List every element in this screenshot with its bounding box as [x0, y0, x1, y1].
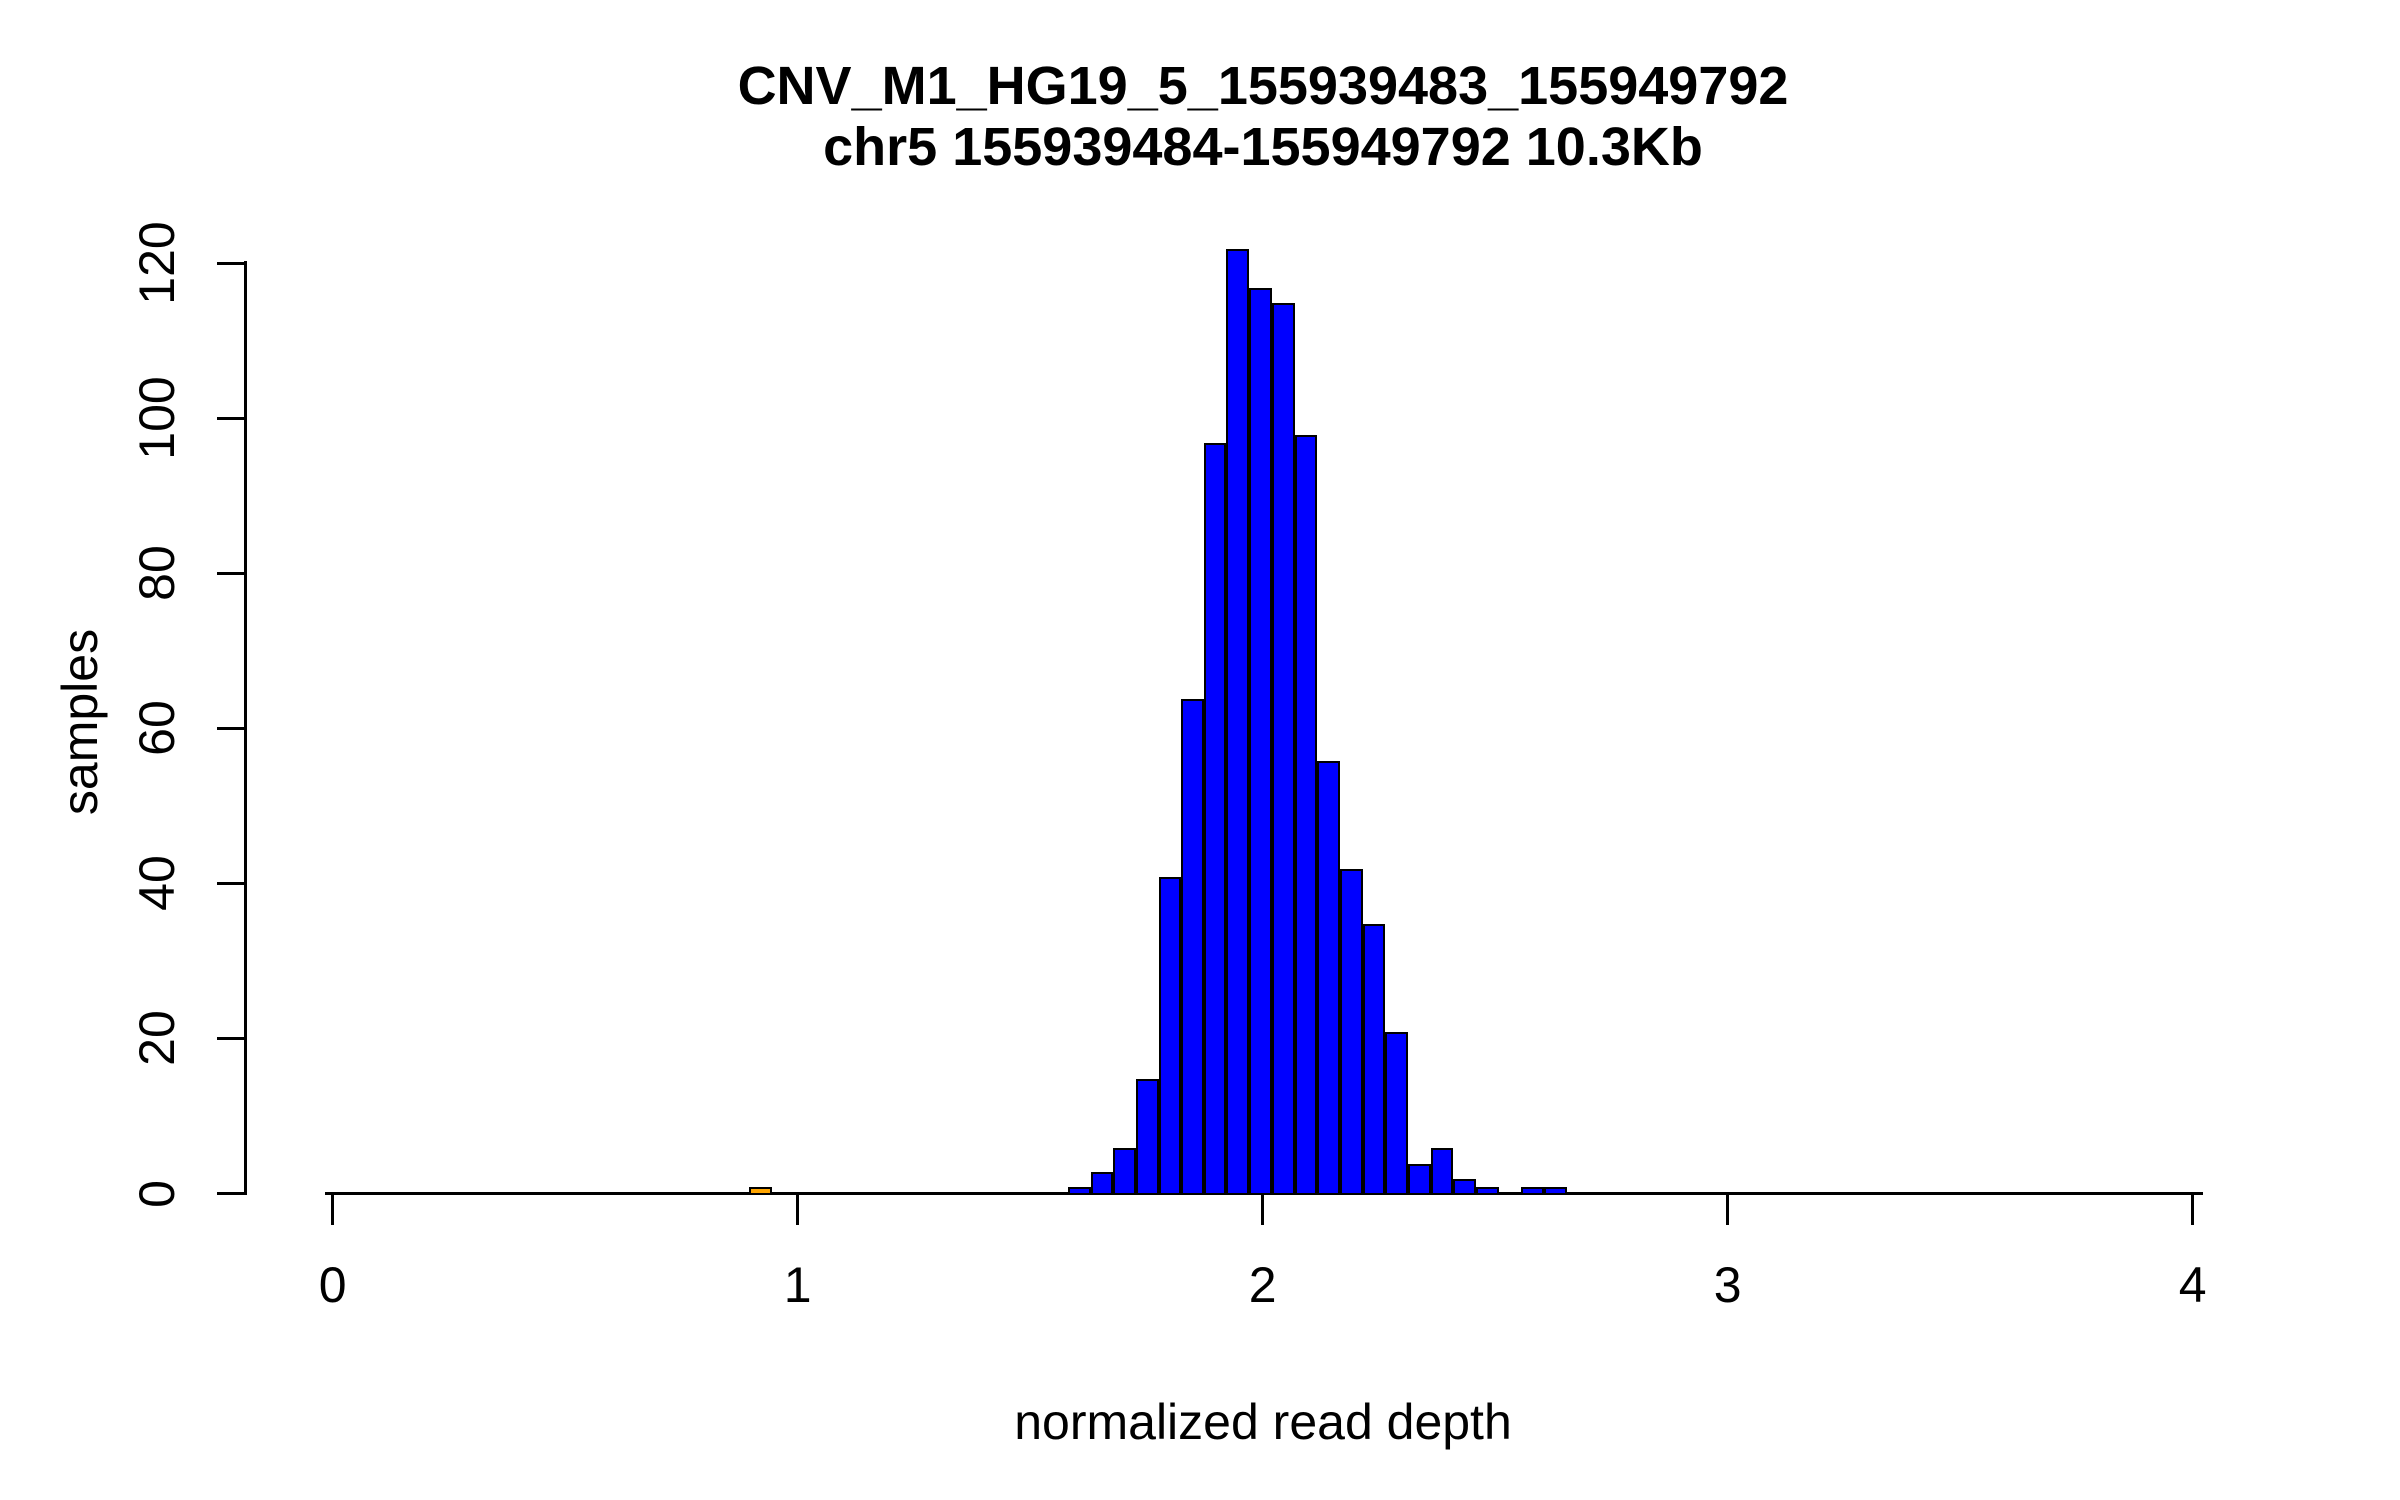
- histogram-bar: [1226, 249, 1250, 1195]
- x-tick: [331, 1195, 335, 1225]
- y-tick: [217, 881, 245, 885]
- title-block: CNV_M1_HG19_5_155939483_155949792 chr5 1…: [738, 56, 1789, 178]
- x-axis-label: normalized read depth: [1014, 1394, 1512, 1450]
- histogram-bar: [1430, 1148, 1454, 1195]
- y-axis-label: samples: [52, 628, 108, 816]
- histogram-bar: [1521, 1187, 1545, 1195]
- y-tick-label: 20: [129, 1010, 185, 1067]
- histogram-bar: [1476, 1187, 1499, 1195]
- x-tick-label: 0: [318, 1257, 347, 1313]
- y-tick: [217, 416, 245, 420]
- histogram-bar: [1408, 1163, 1431, 1195]
- histogram-bar: [1385, 1032, 1409, 1195]
- histogram-bar: [1362, 923, 1386, 1195]
- histogram-bar: [1339, 869, 1363, 1195]
- histogram-bar: [1453, 1179, 1477, 1195]
- y-tick-label: 120: [129, 221, 185, 305]
- y-axis-line: [244, 261, 247, 1195]
- x-tick: [1261, 1195, 1265, 1225]
- y-tick: [217, 571, 245, 575]
- histogram-bar: [1204, 442, 1227, 1195]
- histogram-bar: [1317, 760, 1340, 1195]
- x-tick-label: 3: [1713, 1257, 1742, 1313]
- histogram-bar: [1158, 877, 1182, 1195]
- histogram-bar: [1090, 1171, 1114, 1195]
- histogram-bar: [1067, 1187, 1091, 1195]
- y-tick: [217, 261, 245, 265]
- histogram-bar: [1181, 698, 1205, 1195]
- histogram-bar: [1249, 287, 1272, 1195]
- y-tick: [217, 1192, 245, 1195]
- y-tick-label: 0: [129, 1179, 185, 1208]
- x-tick-label: 1: [783, 1257, 812, 1313]
- y-tick-label: 100: [129, 376, 185, 460]
- histogram-bar: [1135, 1078, 1159, 1195]
- histogram-bar: [1544, 1187, 1567, 1195]
- y-tick: [217, 726, 245, 730]
- chart-title: CNV_M1_HG19_5_155939483_155949792: [737, 56, 1789, 116]
- histogram-bar: [1272, 303, 1295, 1195]
- y-tick-label: 60: [129, 700, 185, 757]
- x-tick: [1726, 1195, 1730, 1225]
- x-tick-label: 4: [2178, 1257, 2207, 1313]
- x-tick-label: 2: [1248, 1257, 1277, 1313]
- histogram-bar: [1294, 435, 1318, 1195]
- x-tick: [796, 1195, 800, 1225]
- x-tick: [2191, 1195, 2195, 1225]
- outlier-bar: [748, 1187, 772, 1195]
- histogram-bar: [1113, 1148, 1136, 1195]
- y-tick-label: 80: [129, 545, 185, 602]
- y-tick-label: 40: [129, 855, 185, 912]
- chart-subtitle: chr5 155939484-155949792 10.3Kb: [823, 117, 1703, 177]
- y-tick: [217, 1036, 245, 1040]
